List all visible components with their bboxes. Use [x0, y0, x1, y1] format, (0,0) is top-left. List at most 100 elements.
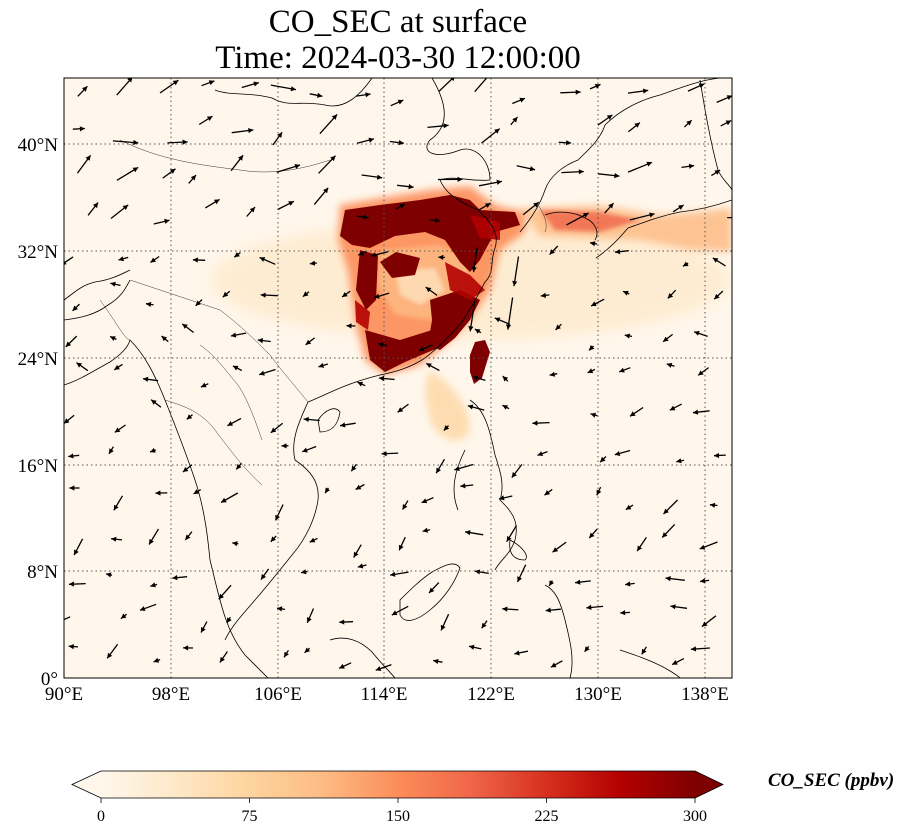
wind-vector-head: [682, 261, 689, 267]
wind-vector-head: [370, 252, 377, 258]
wind-vector-head: [511, 472, 517, 478]
wind-vector-head: [340, 422, 346, 428]
x-tick-label: 114°E: [361, 684, 408, 705]
wind-vector-head: [485, 203, 491, 208]
wind-vector-head: [637, 545, 643, 552]
wind-vector-head: [281, 443, 287, 449]
wind-vector-head: [614, 173, 620, 179]
wind-vector-head: [641, 648, 647, 655]
wind-vector-head: [153, 657, 160, 663]
wind-vector-head: [69, 581, 75, 587]
wind-vector-head: [390, 571, 396, 577]
wind-vector-head: [339, 663, 345, 669]
wind-vector-head: [646, 161, 652, 167]
wind-vector-head: [397, 407, 404, 413]
wind-vector-head: [391, 610, 398, 616]
wind-vector-head: [692, 409, 699, 415]
y-tick-label: 0°: [41, 669, 58, 690]
wind-vector-head: [399, 204, 406, 209]
wind-vector-head: [151, 399, 157, 405]
wind-vector-head: [506, 324, 512, 330]
wind-vector-head: [277, 132, 283, 138]
wind-vector-head: [270, 536, 276, 542]
wind-vector-head: [357, 563, 364, 569]
wind-vector-head: [118, 256, 124, 262]
wind-vector-head: [663, 508, 669, 514]
wind-vector-head: [193, 489, 200, 494]
wind-vector-head: [378, 342, 384, 348]
wind-vectors: [64, 78, 732, 671]
wind-vector-head: [408, 184, 414, 190]
wind-vector-head: [368, 137, 374, 143]
wind-vector-head: [113, 504, 119, 511]
wind-vector-head: [665, 576, 671, 582]
wind-vector: [64, 616, 71, 621]
wind-vector-head: [232, 541, 238, 547]
wind-vector-head: [589, 345, 595, 351]
wind-vector-head: [107, 652, 113, 659]
wind-vector-head: [578, 169, 584, 175]
wind-vector-head: [512, 280, 518, 287]
wind-vector-head: [331, 114, 338, 120]
wind-vector-head: [425, 287, 432, 293]
wind-vector-head: [398, 140, 404, 146]
wind-vector-head: [514, 650, 520, 656]
wind-vector-head: [219, 656, 225, 663]
wind-vector-head: [591, 301, 597, 306]
wind-vector-head: [143, 376, 149, 382]
wind-vector-head: [549, 371, 556, 377]
wind-vector-head: [182, 323, 188, 329]
wind-vector-head: [469, 644, 475, 650]
wind-vector-head: [663, 336, 669, 342]
wind-vector-head: [72, 305, 78, 311]
map-frame: [63, 77, 733, 679]
wind-vector-head: [421, 498, 428, 504]
wind-vector-head: [600, 456, 606, 463]
wind-vector-head: [120, 613, 127, 619]
wind-vector-head: [590, 241, 596, 247]
wind-vector-head: [699, 544, 706, 550]
wind-vector-head: [353, 551, 359, 558]
wind-vector-head: [544, 490, 551, 496]
wind-vector-head: [440, 624, 446, 631]
wind-vector-head: [248, 128, 254, 134]
wind-vector-head: [230, 332, 237, 338]
wind-vector-head: [443, 425, 450, 431]
wind-vector-head: [575, 579, 581, 585]
wind-vector-head: [540, 292, 546, 298]
y-tick-label: 24°N: [18, 349, 59, 370]
colorbar-extend-low: [72, 771, 101, 798]
x-tick-label: 106°E: [254, 684, 302, 705]
wind-vector-head: [454, 466, 460, 471]
plot-title: CO_SEC at surface: [268, 4, 528, 40]
wind-vector-head: [192, 257, 198, 263]
wind-vector-head: [666, 362, 673, 368]
wind-vector-head: [642, 88, 649, 94]
wind-vector-head: [583, 213, 589, 218]
wind-vector-head: [374, 293, 380, 299]
wind-vector: [469, 300, 476, 332]
wind-vector-head: [472, 375, 479, 381]
wind-vector-head: [672, 660, 678, 665]
colorbar: 0 75 150 225 300: [71, 770, 724, 825]
wind-vector-head: [537, 451, 544, 456]
wind-vector-head: [183, 645, 189, 651]
wind-vector-head: [552, 547, 559, 553]
wind-vector-head: [698, 370, 704, 376]
colorbar-tick-label: 225: [535, 808, 559, 825]
wind-vector-head: [676, 458, 682, 464]
x-tick-label: 90°E: [45, 684, 83, 705]
wind-vector-head: [111, 536, 117, 542]
coastlines: [64, 78, 732, 678]
wind-vector-head: [64, 260, 67, 265]
wind-vector-head: [186, 414, 193, 420]
wind-vector-head: [259, 370, 265, 376]
colorbar-body: [101, 771, 695, 798]
wind-vector-head: [133, 139, 139, 146]
wind-vector-head: [222, 291, 229, 298]
wind-vector-head: [363, 214, 369, 220]
wind-vector-head: [259, 257, 266, 262]
wind-vector-head: [309, 537, 316, 543]
wind-vector-head: [529, 166, 536, 172]
gridlines: [64, 78, 732, 678]
